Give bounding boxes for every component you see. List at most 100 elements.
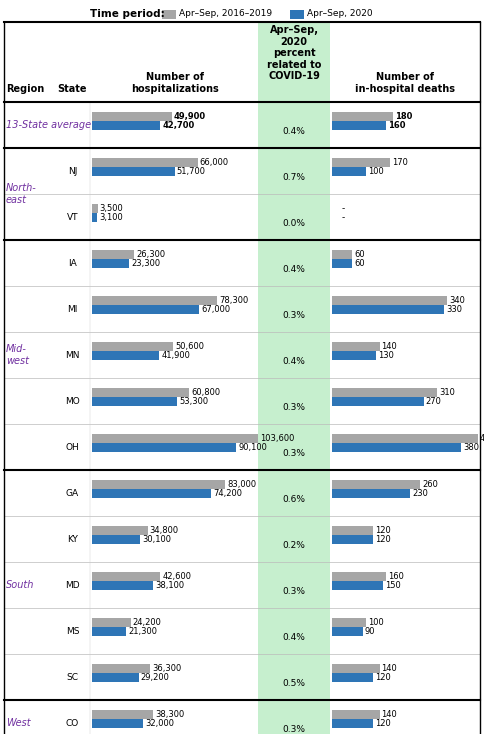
- Text: 0.3%: 0.3%: [283, 448, 305, 457]
- Bar: [332, 305, 444, 314]
- Text: West: West: [6, 718, 30, 728]
- Bar: [92, 535, 140, 544]
- Bar: [92, 581, 153, 590]
- Text: 67,000: 67,000: [201, 305, 230, 314]
- Bar: [92, 213, 97, 222]
- Text: 32,000: 32,000: [145, 719, 174, 728]
- Text: MO: MO: [65, 398, 80, 407]
- Text: 0.5%: 0.5%: [283, 678, 305, 688]
- Text: 430: 430: [480, 434, 484, 443]
- Bar: [92, 664, 150, 673]
- Bar: [92, 526, 148, 535]
- Bar: [92, 719, 143, 728]
- Text: 140: 140: [381, 710, 397, 719]
- Text: Apr–Sep, 2020: Apr–Sep, 2020: [307, 10, 373, 18]
- Bar: [332, 434, 478, 443]
- Text: NJ: NJ: [68, 167, 77, 176]
- Text: MN: MN: [65, 352, 80, 360]
- Bar: [92, 388, 189, 397]
- Text: 83,000: 83,000: [227, 480, 256, 489]
- Bar: [258, 22, 330, 734]
- Text: 120: 120: [375, 526, 391, 535]
- Text: Region: Region: [6, 84, 44, 94]
- Bar: [332, 627, 363, 636]
- Bar: [92, 351, 159, 360]
- Text: -: -: [342, 213, 345, 222]
- Text: 60,800: 60,800: [191, 388, 221, 397]
- Bar: [332, 526, 373, 535]
- Bar: [92, 296, 217, 305]
- Text: IA: IA: [68, 260, 77, 269]
- Text: 270: 270: [425, 397, 441, 406]
- Text: 3,100: 3,100: [99, 213, 123, 222]
- Text: 29,200: 29,200: [141, 673, 170, 682]
- Text: 330: 330: [446, 305, 462, 314]
- Text: MD: MD: [65, 581, 80, 590]
- Text: 42,700: 42,700: [163, 121, 195, 130]
- Text: 140: 140: [381, 342, 397, 351]
- Bar: [92, 618, 131, 627]
- Bar: [92, 480, 225, 489]
- Text: 310: 310: [439, 388, 455, 397]
- Bar: [92, 710, 153, 719]
- Bar: [332, 664, 379, 673]
- Bar: [92, 250, 134, 259]
- Text: 23,300: 23,300: [131, 259, 161, 268]
- Text: 150: 150: [385, 581, 401, 590]
- Bar: [332, 572, 386, 581]
- Text: 0.4%: 0.4%: [283, 357, 305, 366]
- Bar: [332, 351, 376, 360]
- Bar: [332, 158, 390, 167]
- Text: 140: 140: [381, 664, 397, 673]
- Text: 0.4%: 0.4%: [283, 126, 305, 136]
- Text: 230: 230: [412, 489, 428, 498]
- Bar: [332, 480, 420, 489]
- Text: OH: OH: [66, 443, 79, 452]
- Text: 160: 160: [388, 572, 404, 581]
- Text: 0.3%: 0.3%: [283, 402, 305, 412]
- Bar: [332, 112, 393, 121]
- Text: 38,300: 38,300: [155, 710, 184, 719]
- Bar: [92, 397, 178, 406]
- Text: 130: 130: [378, 351, 394, 360]
- Bar: [332, 259, 352, 268]
- Text: Mid-
west: Mid- west: [6, 344, 29, 366]
- Bar: [332, 388, 437, 397]
- Bar: [162, 10, 176, 19]
- Text: GA: GA: [66, 490, 79, 498]
- Text: 0.2%: 0.2%: [283, 540, 305, 550]
- Bar: [332, 673, 373, 682]
- Text: 13-State average: 13-State average: [6, 120, 91, 130]
- Text: 36,300: 36,300: [152, 664, 182, 673]
- Text: 60: 60: [354, 250, 365, 259]
- Bar: [92, 305, 199, 314]
- Bar: [332, 710, 379, 719]
- Text: 24,200: 24,200: [133, 618, 162, 627]
- Text: CO: CO: [66, 719, 79, 729]
- Text: 0.0%: 0.0%: [283, 219, 305, 228]
- Bar: [92, 489, 211, 498]
- Bar: [332, 443, 461, 452]
- Text: 160: 160: [388, 121, 406, 130]
- Text: MS: MS: [66, 628, 79, 636]
- Text: 66,000: 66,000: [200, 158, 229, 167]
- Text: -: -: [342, 204, 345, 213]
- Bar: [332, 121, 386, 130]
- Text: 41,900: 41,900: [161, 351, 190, 360]
- Bar: [332, 535, 373, 544]
- Bar: [92, 259, 129, 268]
- Text: 38,100: 38,100: [155, 581, 184, 590]
- Bar: [92, 204, 98, 213]
- Text: 21,300: 21,300: [128, 627, 157, 636]
- Text: SC: SC: [66, 674, 78, 683]
- Text: 103,600: 103,600: [260, 434, 294, 443]
- Text: 0.6%: 0.6%: [283, 495, 305, 504]
- Bar: [92, 167, 175, 176]
- Text: 100: 100: [368, 167, 384, 176]
- Text: Number of
hospitalizations: Number of hospitalizations: [131, 73, 219, 94]
- Bar: [332, 296, 447, 305]
- Text: 3,500: 3,500: [100, 204, 123, 213]
- Text: 0.7%: 0.7%: [283, 172, 305, 181]
- Bar: [290, 10, 304, 19]
- Bar: [92, 443, 236, 452]
